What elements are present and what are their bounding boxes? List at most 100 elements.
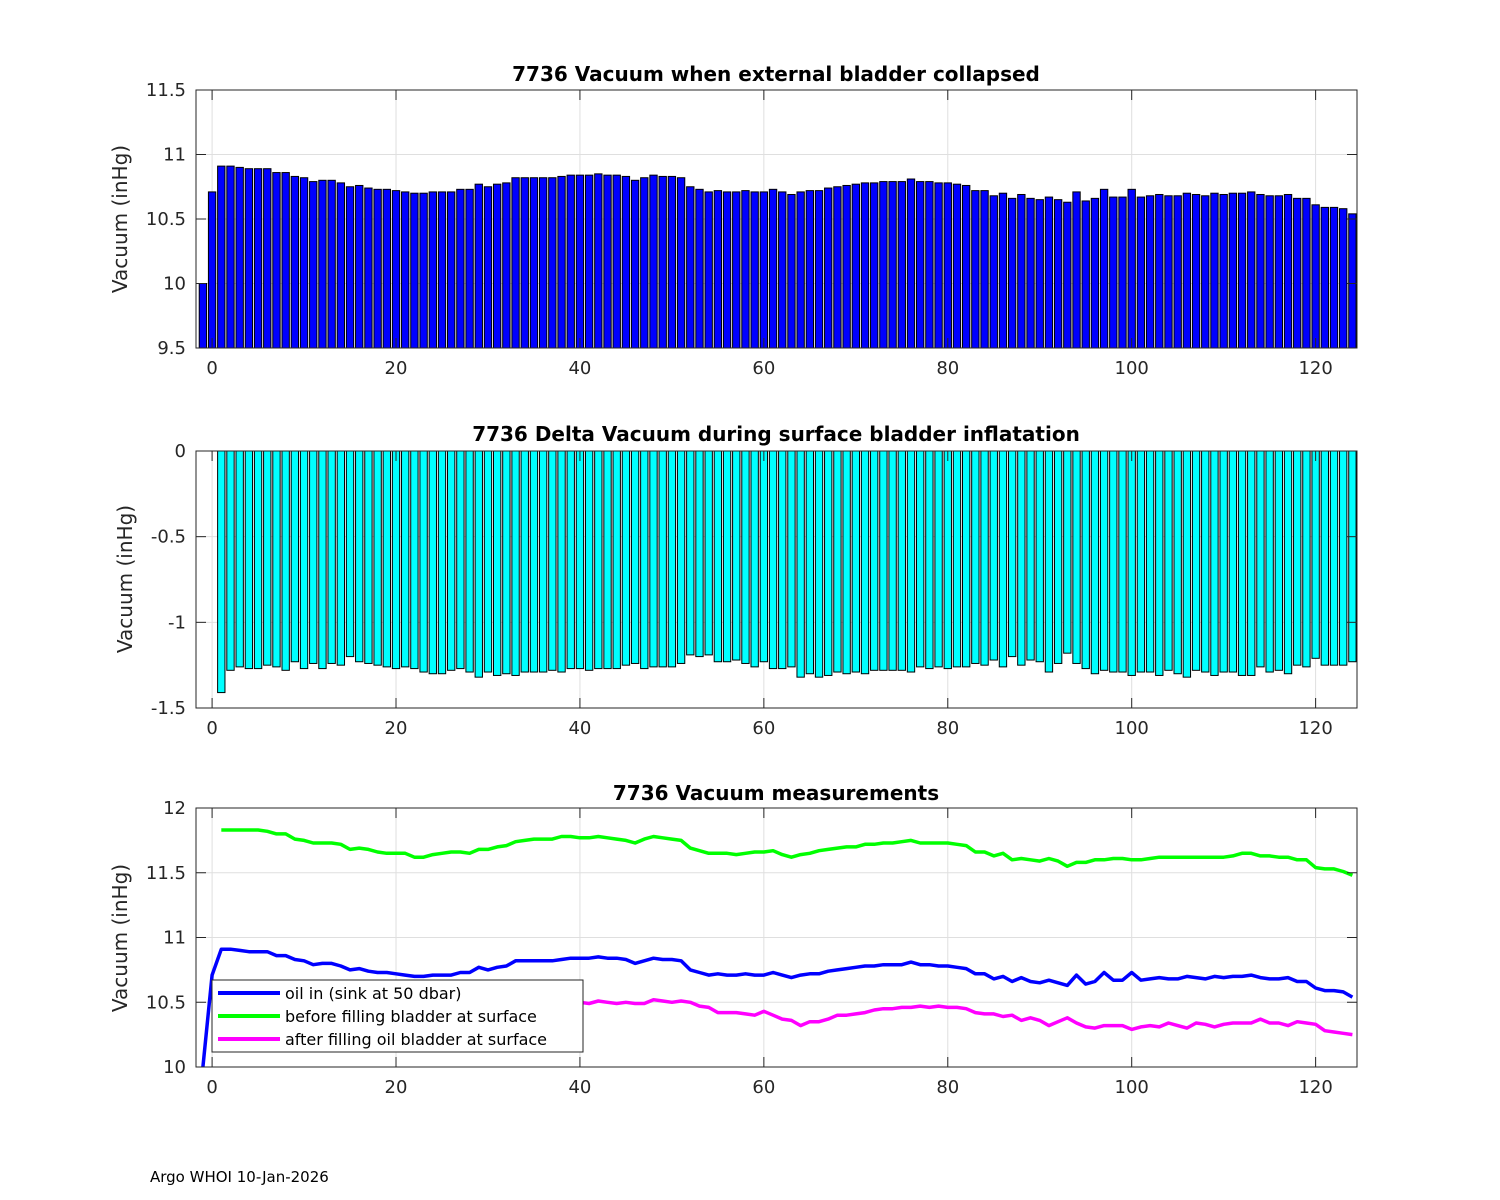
bar	[1145, 451, 1155, 673]
bar	[566, 451, 575, 670]
bar	[1247, 451, 1256, 676]
bar	[492, 183, 502, 348]
bar	[1118, 451, 1127, 673]
x-tick-label: 0	[206, 1077, 217, 1098]
y-tick-label: 10	[163, 1057, 186, 1078]
y-tick-label: 9.5	[157, 338, 186, 359]
bar	[649, 174, 658, 348]
bar	[1081, 200, 1090, 348]
bar	[428, 191, 437, 348]
bar	[925, 181, 934, 348]
bar	[538, 177, 548, 348]
bar	[833, 186, 842, 348]
bar	[1210, 451, 1219, 676]
bar	[1283, 193, 1293, 348]
bar	[695, 451, 704, 658]
bar	[658, 451, 667, 668]
bar	[640, 177, 649, 348]
bar	[934, 451, 943, 668]
bar	[768, 451, 778, 670]
bar	[833, 451, 842, 673]
bar	[1118, 196, 1127, 348]
x-tick-label: 80	[936, 718, 959, 739]
bar	[474, 451, 483, 678]
bar	[1026, 197, 1035, 348]
bar	[1228, 451, 1238, 673]
bar	[612, 174, 621, 348]
x-tick-label: 60	[752, 358, 775, 379]
bar	[961, 184, 971, 348]
bar	[244, 168, 254, 348]
bar	[814, 451, 824, 678]
bar	[906, 451, 916, 673]
x-tick-label: 100	[1115, 358, 1149, 379]
bar	[474, 183, 483, 348]
bar	[989, 451, 998, 661]
bar	[1256, 451, 1265, 668]
bar	[842, 184, 851, 348]
axes-vacuum-collapsed: 0 20 40 60 80 100 120 9.5 10 10.5 11 11.5	[146, 80, 1358, 379]
bar	[327, 451, 336, 664]
bar	[842, 451, 851, 675]
bar	[603, 451, 612, 670]
bar	[1127, 188, 1136, 348]
bar	[318, 179, 327, 348]
bar	[704, 451, 713, 656]
bar	[860, 451, 870, 675]
bar	[851, 451, 860, 673]
bar	[888, 181, 897, 348]
bar	[1017, 193, 1026, 348]
bar	[235, 166, 244, 348]
bar	[1063, 201, 1072, 348]
x-tick-label: 40	[568, 1077, 591, 1098]
bar	[1191, 451, 1201, 671]
bar	[768, 188, 778, 348]
bar	[676, 177, 686, 348]
bar	[1311, 204, 1320, 348]
x-tick-label: 120	[1298, 1077, 1332, 1098]
bar	[511, 451, 520, 676]
plot-marks	[217, 451, 1357, 694]
bar	[824, 187, 833, 348]
legend-label-after-filling: after filling oil bladder at surface	[285, 1030, 547, 1049]
bar	[1210, 192, 1219, 348]
bar	[980, 190, 989, 348]
bar	[667, 451, 677, 668]
bar	[1035, 451, 1044, 663]
bar	[1072, 451, 1081, 664]
bar	[1311, 451, 1320, 659]
bar	[925, 451, 934, 670]
bar	[1182, 192, 1192, 348]
bar	[520, 451, 529, 673]
bar	[336, 451, 346, 666]
bar	[713, 190, 723, 348]
bar	[1182, 451, 1192, 678]
bar	[281, 451, 290, 671]
bar	[529, 177, 539, 348]
x-tick-label: 20	[385, 358, 408, 379]
bar	[419, 451, 428, 673]
bar	[750, 191, 759, 348]
bar	[382, 451, 391, 668]
bar	[1293, 197, 1302, 348]
y-tick-label: 11.5	[146, 863, 186, 884]
bar	[989, 195, 998, 348]
bar	[548, 451, 557, 671]
bar	[253, 451, 263, 670]
bar	[327, 179, 336, 348]
series-line-0	[201, 947, 1354, 1067]
bar	[217, 451, 226, 694]
bar	[805, 451, 815, 675]
bar	[437, 451, 447, 675]
bar	[263, 168, 272, 348]
bar	[1329, 206, 1339, 348]
bar	[998, 451, 1008, 668]
bar	[345, 451, 355, 658]
bar	[649, 451, 658, 668]
bar	[879, 451, 888, 671]
bar	[1274, 451, 1284, 671]
bar	[217, 165, 226, 348]
x-tick-label: 120	[1298, 718, 1332, 739]
chart-title-vacuum-collapsed: 7736 Vacuum when external bladder collap…	[512, 62, 1040, 86]
